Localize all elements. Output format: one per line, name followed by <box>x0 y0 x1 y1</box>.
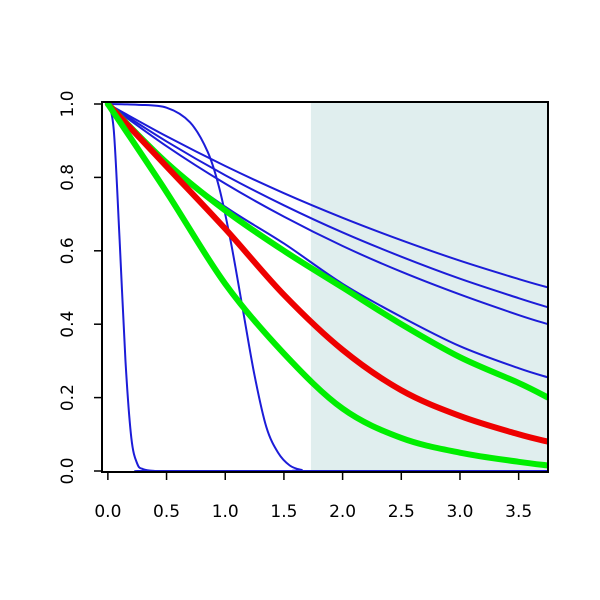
series-line-7 <box>104 102 548 401</box>
y-tick-label: 0.0 <box>58 457 78 484</box>
x-tick-label: 3.0 <box>446 502 473 522</box>
series-line-2 <box>106 103 548 472</box>
x-tick-label: 0.5 <box>153 502 180 522</box>
series-line-3 <box>106 103 548 289</box>
series-line-4 <box>106 103 548 309</box>
y-tick-label: 1.0 <box>58 90 78 117</box>
x-tick-label: 2.5 <box>388 502 415 522</box>
series-line-9 <box>104 102 548 469</box>
y-tick-label: 0.6 <box>58 237 78 264</box>
y-tick-label: 0.4 <box>58 311 78 338</box>
x-tick-label: 1.0 <box>212 502 239 522</box>
series-line-8 <box>104 102 548 445</box>
series-line-5 <box>106 103 548 326</box>
y-tick-label: 0.8 <box>58 164 78 191</box>
x-tick-label: 0.0 <box>94 502 121 522</box>
plot-frame <box>101 101 549 473</box>
y-tick-label: 0.2 <box>58 384 78 411</box>
x-tick-label: 2.0 <box>329 502 356 522</box>
x-tick-label: 3.5 <box>505 502 532 522</box>
x-tick-label: 1.5 <box>270 502 297 522</box>
